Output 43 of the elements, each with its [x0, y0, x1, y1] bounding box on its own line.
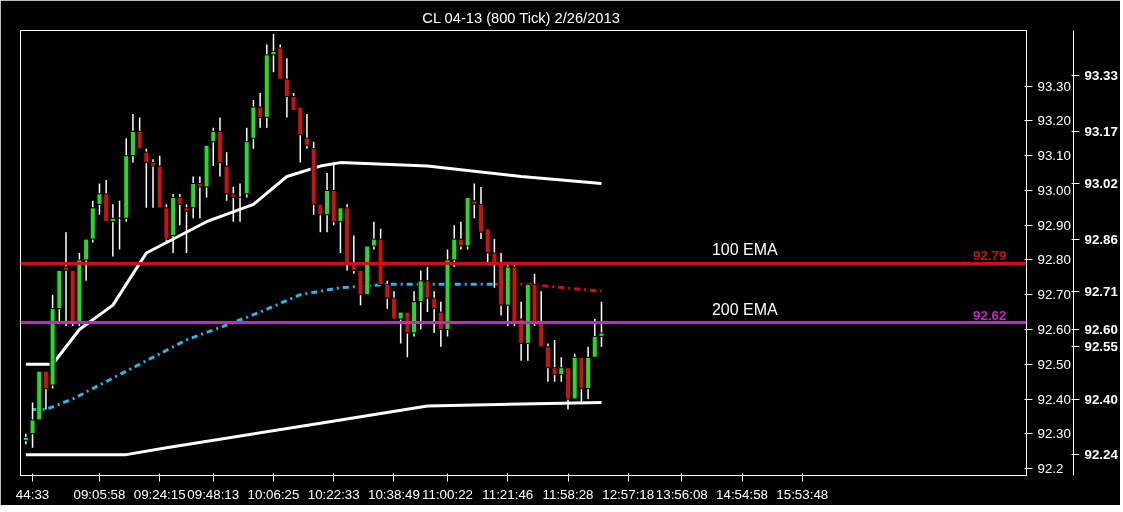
y-tick-label: 92.60	[1037, 321, 1071, 337]
y-tick-label: 92.70	[1037, 287, 1071, 303]
x-tick-label: 10:38:49	[368, 486, 420, 502]
x-tick-label: 09:05:58	[73, 486, 126, 502]
y-tick-label: 93.20	[1037, 113, 1071, 129]
line-series	[31, 282, 496, 411]
y-tick-label: 93.00	[1037, 182, 1071, 198]
y-tick-label: 92.90	[1037, 217, 1071, 233]
ref-line-label: 100 EMA	[711, 241, 779, 259]
y2-tick-label: 92.24	[1084, 447, 1119, 463]
y-tick-label: 92.2	[1037, 461, 1064, 477]
candlestick	[303, 113, 310, 150]
x-tick-label: 10:06:25	[247, 486, 300, 502]
y-tick-label: 92.40	[1037, 391, 1071, 407]
ref-line-label: 200 EMA	[711, 300, 779, 318]
y2-tick-label: 92.71	[1084, 283, 1119, 299]
x-tick-label: 11:00:22	[422, 486, 473, 502]
x-tick-label: 15:53:48	[776, 486, 829, 502]
y2-tick-label: 92.86	[1084, 231, 1118, 247]
annotation: 92.79	[973, 248, 1007, 264]
x-tick-label: 11:58:28	[542, 486, 594, 502]
x-tick-label: 14:54:58	[716, 486, 768, 502]
x-tick-label: 12:57:18	[602, 486, 655, 502]
y2-tick-label: 93.02	[1084, 175, 1118, 191]
x-tick-label: 11:21:46	[482, 486, 534, 502]
y-tick-label: 93.30	[1037, 78, 1071, 94]
x-tick-label: 10:22:33	[307, 486, 360, 502]
y2-tick-label: 93.17	[1084, 123, 1118, 139]
x-tick-label: 44:33	[15, 486, 50, 502]
line-series	[24, 161, 603, 366]
x-tick-label: 13:56:08	[655, 486, 708, 502]
y2-tick-label: 92.55	[1084, 339, 1119, 355]
y-tick-label: 92.30	[1037, 426, 1071, 442]
annotation: 92.62	[973, 307, 1007, 323]
y-tick-label: 92.50	[1037, 356, 1071, 372]
x-tick-label: 09:48:13	[187, 486, 240, 502]
chart-title: CL 04-13 (800 Tick) 2/26/2013	[422, 9, 620, 26]
x-tick-label: 09:24:15	[133, 486, 186, 502]
y2-tick-label: 92.40	[1084, 391, 1118, 407]
y-tick-label: 93.10	[1037, 148, 1071, 164]
y2-tick-label: 93.33	[1084, 68, 1118, 84]
y2-tick-label: 92.60	[1084, 321, 1118, 337]
y-tick-label: 92.80	[1037, 252, 1071, 268]
